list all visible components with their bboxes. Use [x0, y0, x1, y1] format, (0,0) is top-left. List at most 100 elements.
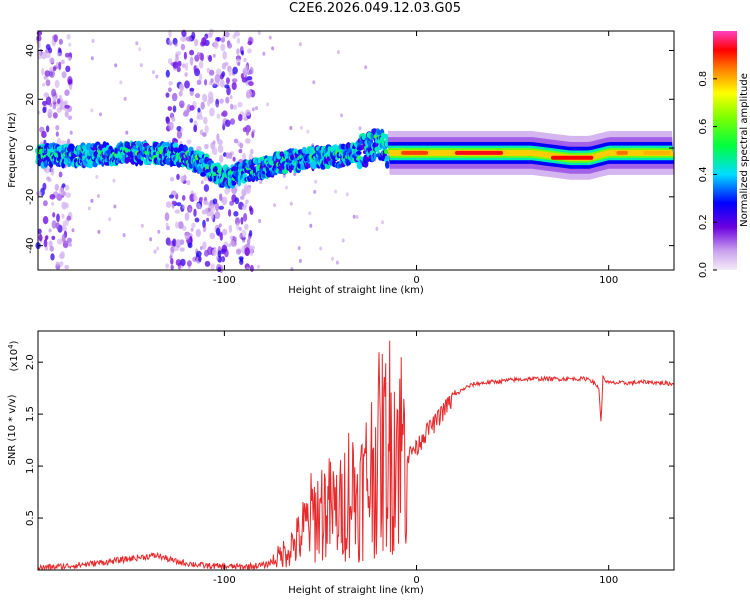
- noise-blob: [314, 179, 318, 184]
- noise-blob: [233, 138, 239, 144]
- ridge-core: [551, 155, 594, 160]
- noise-blob: [184, 80, 190, 89]
- noise-blob: [45, 79, 51, 87]
- noise-blob: [169, 255, 173, 260]
- noise-blob: [345, 192, 349, 197]
- noise-blob: [233, 211, 239, 217]
- noise-blob: [186, 179, 191, 186]
- noise-blob: [52, 66, 57, 71]
- noise-blob: [266, 102, 270, 107]
- noise-blob: [241, 205, 247, 211]
- noise-blob: [190, 227, 194, 232]
- ridge-blob: [290, 154, 295, 161]
- noise-blob: [38, 233, 43, 242]
- noise-blob: [44, 70, 51, 77]
- noise-blob: [168, 29, 172, 38]
- noise-blob: [112, 178, 116, 183]
- noise-blob: [60, 251, 65, 259]
- y-tick-label: -40: [25, 237, 36, 253]
- noise-blob: [312, 80, 316, 85]
- noise-blob: [183, 51, 187, 60]
- noise-blob: [52, 212, 56, 218]
- noise-blob: [209, 200, 214, 205]
- noise-blob: [232, 66, 238, 75]
- noise-blob: [178, 91, 183, 97]
- noise-blob: [42, 100, 47, 106]
- noise-blob: [336, 50, 340, 55]
- noise-blob: [60, 59, 65, 65]
- noise-blob: [97, 229, 101, 234]
- noise-blob: [215, 255, 219, 260]
- noise-blob: [45, 235, 49, 240]
- noise-blob: [252, 129, 256, 134]
- noise-blob: [182, 111, 189, 117]
- noise-blob: [52, 104, 57, 110]
- noise-blob: [215, 103, 219, 108]
- noise-blob: [242, 238, 246, 243]
- noise-blob: [194, 38, 199, 47]
- noise-blob: [228, 224, 233, 233]
- noise-blob: [172, 61, 179, 69]
- noise-blob: [214, 211, 221, 220]
- noise-blob: [91, 39, 95, 43]
- noise-blob: [239, 257, 244, 263]
- colorbar-label: Normalized spectral amplitude: [739, 73, 750, 227]
- noise-blob: [189, 91, 193, 96]
- noise-blob: [180, 103, 184, 108]
- noise-blob: [224, 84, 230, 89]
- noise-blob: [220, 112, 226, 117]
- x-tick-label: 0: [413, 575, 419, 586]
- noise-blob: [229, 235, 234, 240]
- noise-blob: [216, 37, 221, 42]
- noise-blob: [114, 63, 118, 68]
- noise-blob: [364, 65, 368, 70]
- ridge-blob: [382, 133, 389, 139]
- noise-blob: [194, 217, 200, 223]
- noise-blob: [52, 112, 58, 119]
- noise-blob: [61, 183, 66, 188]
- noise-blob: [215, 68, 222, 77]
- noise-blob: [196, 115, 200, 120]
- noise-blob: [221, 244, 228, 252]
- snr-y-label: SNR (10 * v/v): [7, 394, 18, 465]
- noise-blob: [135, 41, 139, 46]
- noise-blob: [152, 70, 155, 75]
- noise-blob: [241, 50, 244, 56]
- noise-blob: [202, 132, 207, 138]
- noise-blob: [219, 193, 223, 201]
- noise-blob: [194, 93, 201, 99]
- noise-blob: [243, 212, 248, 222]
- noise-blob: [61, 190, 66, 197]
- noise-blob: [170, 177, 175, 182]
- noise-blob: [248, 81, 254, 86]
- noise-blob: [238, 226, 242, 231]
- noise-blob: [207, 91, 214, 101]
- noise-blob: [331, 256, 334, 261]
- noise-blob: [43, 239, 48, 248]
- figure-title: C2E6.2026.049.12.03.G05: [288, 1, 462, 16]
- noise-blob: [184, 212, 190, 221]
- noise-blob: [289, 201, 293, 206]
- noise-blob: [340, 113, 344, 118]
- noise-blob: [165, 201, 172, 208]
- ridge-blob: [376, 129, 381, 136]
- noise-blob: [245, 138, 251, 144]
- noise-blob: [42, 182, 47, 191]
- noise-blob: [220, 37, 225, 43]
- noise-blob: [194, 54, 200, 62]
- noise-blob: [55, 222, 60, 230]
- noise-blob: [259, 180, 263, 185]
- ridge-blob: [67, 162, 71, 167]
- noise-blob: [66, 33, 71, 40]
- noise-blob: [204, 260, 211, 267]
- noise-blob: [188, 207, 192, 212]
- ridge-core: [616, 150, 628, 155]
- noise-blob: [232, 104, 238, 110]
- noise-blob: [191, 31, 196, 40]
- noise-blob: [99, 112, 102, 117]
- noise-blob: [180, 127, 184, 132]
- noise-blob: [177, 221, 184, 230]
- noise-blob: [57, 52, 61, 57]
- noise-blob: [179, 83, 184, 91]
- noise-blob: [355, 215, 359, 219]
